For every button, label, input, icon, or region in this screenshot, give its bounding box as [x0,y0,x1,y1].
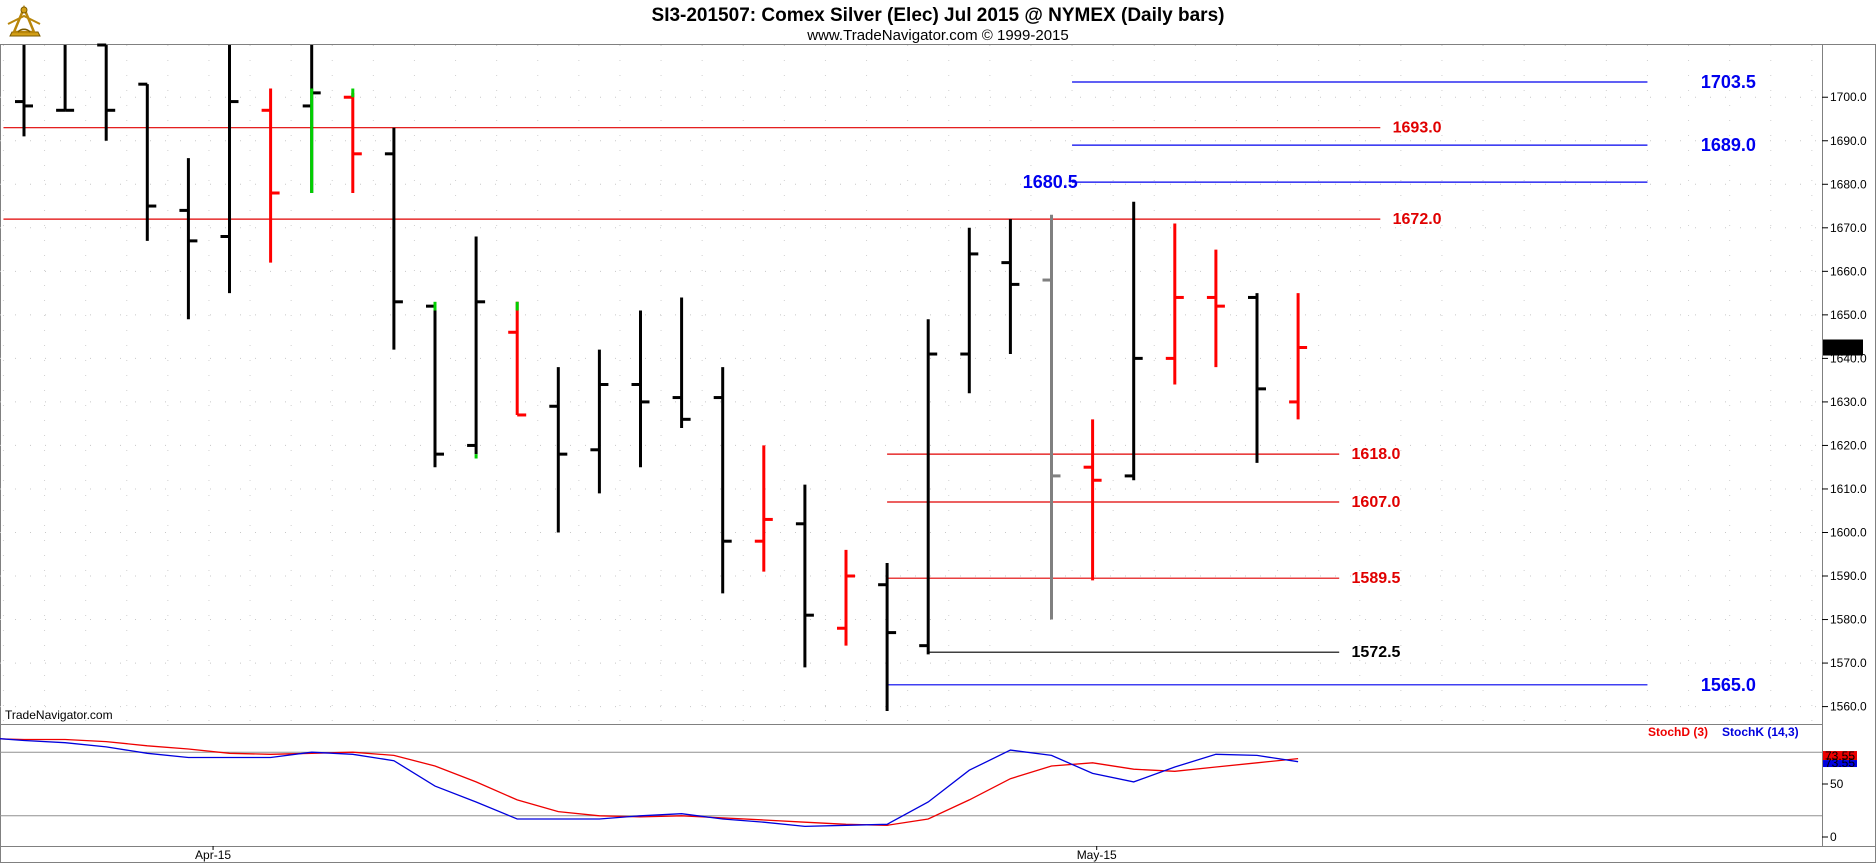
axis-ticks: 1560.0 1570.0 1580.0 1590.0 1600.0 1610.0 1620… [195,90,1867,862]
legend-stoch-k: StochK (14,3) [1722,725,1799,739]
legend-stoch-d: StochD (3) [1648,725,1708,739]
price-axis [1822,44,1876,847]
support-resistance-levels: 1703.5 1693.0 1689.0 1680.5 1672.0 1618.0 1607… [3,72,1756,695]
price-tick-label: 1660.0 [1830,264,1867,278]
level-label-1572.5: 1572.5 [1352,644,1401,661]
level-label-1689.0: 1689.0 [1701,135,1756,155]
stochastic-panel [0,724,1823,847]
stoch-d-value-box [1823,751,1857,761]
price-panel [0,44,1823,725]
level-label-1693.0: 1693.0 [1393,120,1442,137]
stoch-tick-label: 0 [1830,830,1837,844]
price-tick-label: 1670.0 [1830,221,1867,235]
stoch-k-value-label: 73.55 [1825,756,1855,770]
time-axis [0,846,1876,863]
price-tick-label: 1580.0 [1830,613,1867,627]
price-tick-label: 1610.0 [1830,482,1867,496]
price-tick-label: 1590.0 [1830,569,1867,583]
watermark: TradeNavigator.com [5,708,113,722]
time-tick-label: May-15 [1077,848,1117,862]
price-tick-label: 1600.0 [1830,525,1867,539]
last-price-label: 1642.5 [1825,341,1862,355]
price-tick-label: 1570.0 [1830,656,1867,670]
level-label-1672.0: 1672.0 [1393,211,1442,228]
level-label-1703.5: 1703.5 [1701,72,1756,92]
level-label-1618.0: 1618.0 [1352,446,1401,463]
price-tick-label: 1650.0 [1830,308,1867,322]
chart-title: SI3-201507: Comex Silver (Elec) Jul 2015… [652,5,1225,26]
price-tick-label: 1620.0 [1830,438,1867,452]
time-tick-label: Apr-15 [195,848,231,862]
price-tick-label: 1680.0 [1830,177,1867,191]
stochastic-lines [0,738,1822,828]
level-label-1680.5: 1680.5 [1023,172,1078,192]
price-tick-label: 1690.0 [1830,134,1867,148]
price-tick-label: 1560.0 [1830,700,1867,714]
price-tick-label: 1700.0 [1830,90,1867,104]
stoch-d-line [0,738,1299,826]
level-label-1565.0: 1565.0 [1701,675,1756,695]
ohlc-bars [15,43,1308,711]
sextant-logo-icon [7,4,41,37]
stoch-tick-label: 50 [1830,777,1844,791]
level-label-1589.5: 1589.5 [1352,570,1401,587]
last-price-box [1823,339,1863,356]
level-label-1607.0: 1607.0 [1352,494,1401,511]
grid-dots [0,45,1822,724]
stoch-k-value-box [1823,760,1857,768]
price-tick-label: 1630.0 [1830,395,1867,409]
title-bar [0,0,1876,44]
stoch-k-line [0,738,1299,828]
stoch-d-value-label: 73.55 [1825,749,1855,763]
chart-subtitle: www.TradeNavigator.com © 1999-2015 [806,27,1068,44]
